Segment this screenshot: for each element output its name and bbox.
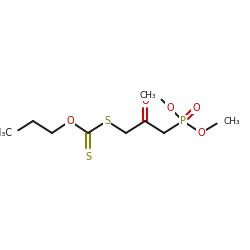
Text: H₃C: H₃C [0, 128, 12, 138]
Text: O: O [141, 96, 149, 106]
Text: O: O [66, 116, 74, 126]
Text: S: S [104, 116, 110, 126]
Text: CH₃: CH₃ [223, 116, 240, 126]
Text: CH₃: CH₃ [140, 92, 156, 100]
Text: O: O [197, 128, 205, 138]
Text: O: O [192, 103, 200, 113]
Text: O: O [166, 103, 174, 113]
Text: P: P [180, 116, 186, 126]
Text: S: S [85, 152, 91, 162]
